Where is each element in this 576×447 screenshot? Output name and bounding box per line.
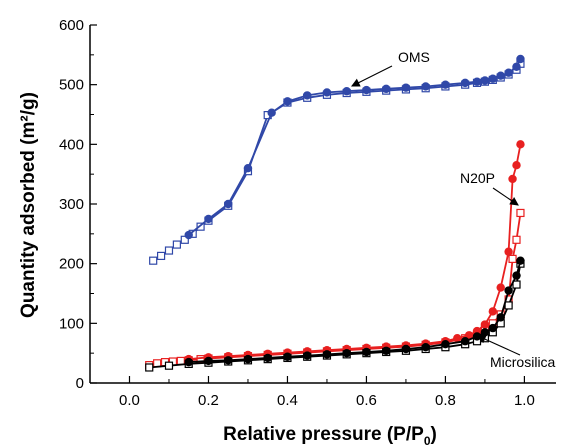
- y-axis-title: Quantity adsorbed (m²/g): [18, 92, 39, 318]
- micro-desorption-point: [496, 313, 505, 322]
- oms-desorption-point: [401, 83, 411, 92]
- micro-adsorption-point: [145, 363, 154, 372]
- annotation-label-oms: OMS: [398, 49, 430, 65]
- oms-desorption-point: [460, 78, 470, 88]
- n20p-desorption-point: [488, 307, 498, 316]
- y-tick-label: 0: [76, 375, 84, 392]
- micro-desorption-point: [401, 344, 411, 354]
- n20p-desorption-point: [464, 331, 474, 340]
- n20p-adsorption-point: [176, 356, 185, 366]
- n20p-desorption-point: [508, 174, 517, 184]
- oms-adsorption-line: [152, 63, 522, 262]
- micro-desorption-point: [224, 356, 233, 365]
- oms-desorption-point: [512, 62, 521, 71]
- n20p-adsorption-point: [516, 208, 525, 218]
- y-tick-label: 300: [59, 196, 84, 213]
- oms-desorption-point: [421, 82, 430, 91]
- y-tick-label: 500: [59, 77, 84, 94]
- micro-desorption-point: [283, 352, 292, 361]
- oms-desorption-point: [224, 199, 233, 209]
- series-oms: [149, 54, 525, 265]
- oms-desorption-point: [303, 91, 312, 100]
- oms-desorption-point: [184, 230, 193, 240]
- x-tick-label: 1.0: [514, 392, 535, 409]
- oms-adsorption-point: [149, 256, 158, 265]
- oms-desorption-point: [322, 88, 332, 97]
- micro-desorption-point: [184, 357, 193, 367]
- micro-desorption-point: [512, 271, 521, 280]
- oms-desorption-point: [480, 76, 490, 85]
- annotation-arrow-micro: [476, 335, 521, 356]
- plot-area: [145, 54, 525, 372]
- micro-desorption-point: [263, 353, 272, 363]
- n20p-adsorption-point: [512, 235, 521, 244]
- oms-desorption-point: [342, 87, 351, 96]
- micro-desorption-point: [204, 356, 213, 366]
- oms-desorption-point: [441, 80, 450, 89]
- oms-desorption-point: [516, 54, 525, 64]
- oms-desorption-point: [496, 71, 505, 80]
- n20p-desorption-point: [512, 161, 521, 170]
- x-axis-title: Relative pressure (P/P0): [223, 424, 437, 447]
- oms-adsorption-point: [156, 251, 166, 261]
- x-tick-label: 0.4: [277, 392, 298, 409]
- micro-desorption-point: [441, 340, 450, 349]
- annotation-arrow-oms: [351, 65, 393, 87]
- oms-desorption-point: [381, 84, 391, 94]
- micro-desorption-line: [188, 260, 522, 363]
- oms-desorption-point: [504, 68, 513, 77]
- oms-desorption-point: [283, 97, 292, 106]
- micro-desorption-point: [243, 354, 253, 364]
- micro-desorption-point: [504, 286, 513, 295]
- series-micro: [145, 256, 525, 372]
- y-tick-label: 200: [59, 256, 84, 273]
- axes: 0.0 0.2 0.4 0.6 0.8 1.0 0 100 200 300 400 500 600: [59, 17, 556, 409]
- y-tick-label: 400: [59, 136, 84, 153]
- x-tick-label: 0.0: [119, 392, 140, 409]
- oms-desorption-point: [267, 108, 276, 117]
- micro-desorption-point: [362, 347, 371, 357]
- n20p-desorption-point: [516, 140, 525, 149]
- y-tick-label: 100: [59, 315, 84, 332]
- micro-desorption-point: [516, 256, 525, 265]
- n20p-desorption-point: [496, 283, 505, 292]
- micro-adsorption-point: [512, 280, 521, 289]
- micro-adsorption-point: [504, 301, 513, 310]
- n20p-desorption-point: [504, 247, 513, 256]
- oms-desorption-point: [243, 164, 253, 173]
- oms-adsorption-point: [164, 246, 174, 255]
- x-tick-label: 0.8: [435, 392, 456, 409]
- micro-desorption-point: [480, 328, 490, 337]
- n20p-adsorption-point: [508, 254, 517, 263]
- annotation-label-micro: Microsilica: [490, 354, 556, 370]
- micro-desorption-point: [342, 348, 351, 358]
- x-tick-label: 0.6: [356, 392, 377, 409]
- oms-desorption-point: [204, 214, 213, 224]
- y-tick-label: 600: [59, 17, 84, 34]
- annotation-label-n20p: N20P: [460, 170, 495, 186]
- x-axis-title-main: Relative pressure (P/P: [223, 424, 424, 445]
- annotation-arrow-n20p: [492, 187, 519, 206]
- oms-desorption-line: [188, 58, 522, 236]
- micro-desorption-point: [460, 337, 470, 346]
- n20p-desorption-point: [453, 334, 462, 343]
- oms-desorption-point: [472, 77, 482, 86]
- micro-desorption-point: [303, 351, 312, 360]
- micro-adsorption-line: [149, 263, 522, 369]
- annotations: OMS N20P Microsilica: [351, 49, 556, 370]
- oms-adsorption-point: [172, 240, 181, 249]
- x-tick-label: 0.2: [198, 392, 219, 409]
- oms-desorption-point: [362, 85, 371, 95]
- n20p-desorption-point: [480, 320, 490, 329]
- micro-adsorption-point: [164, 361, 174, 370]
- micro-desorption-point: [488, 323, 498, 333]
- oms-desorption-point: [488, 74, 498, 83]
- micro-desorption-point: [322, 350, 332, 359]
- micro-desorption-point: [421, 343, 430, 352]
- micro-desorption-point: [381, 346, 391, 355]
- oms-adsorption-point: [196, 222, 205, 231]
- x-axis-title-sub: 0: [424, 434, 431, 447]
- x-axis-title-end: ): [431, 424, 437, 445]
